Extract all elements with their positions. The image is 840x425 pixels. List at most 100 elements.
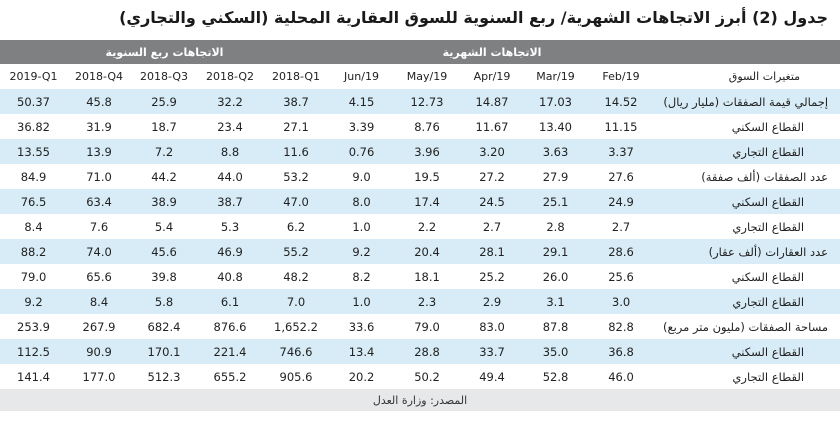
table-cell: 20.4 xyxy=(394,239,460,264)
table-cell: 3.20 xyxy=(460,139,524,164)
table-cell: 25.9 xyxy=(131,89,197,114)
table-cell: 12.73 xyxy=(394,89,460,114)
table-cell: 14.52 xyxy=(587,89,656,114)
table-cell: 26.0 xyxy=(524,264,587,289)
table-cell: 50.37 xyxy=(0,89,67,114)
table-cell: 46.9 xyxy=(197,239,263,264)
table-cell: 177.0 xyxy=(67,364,131,389)
table-cell: 2.9 xyxy=(460,289,524,314)
table-cell: 7.6 xyxy=(67,214,131,239)
table-cell: 2.7 xyxy=(460,214,524,239)
table-cell: 7.2 xyxy=(131,139,197,164)
table-cell: 52.8 xyxy=(524,364,587,389)
table-cell: 35.0 xyxy=(524,339,587,364)
table-cell: 8.8 xyxy=(197,139,263,164)
table-cell: 36.8 xyxy=(587,339,656,364)
table-body: 50.37 45.8 25.9 32.2 38.7 4.15 12.73 14.87 17.03… xyxy=(0,89,840,389)
table-cell: 2.2 xyxy=(394,214,460,239)
row-label: إجمالي قيمة الصفقات (مليار ريال) xyxy=(655,89,840,114)
row-label: عدد العقارات (ألف عقار) xyxy=(655,239,840,264)
table-cell: 33.7 xyxy=(460,339,524,364)
column-header: 2018-Q3 xyxy=(131,64,197,89)
table-cell: 71.0 xyxy=(67,164,131,189)
row-label: القطاع التجاري xyxy=(655,214,840,239)
table-cell: 11.6 xyxy=(263,139,329,164)
table-cell: 27.6 xyxy=(587,164,656,189)
table-cell: 1.0 xyxy=(329,214,394,239)
table-cell: 1.0 xyxy=(329,289,394,314)
table-cell: 28.1 xyxy=(460,239,524,264)
column-header: Feb/19 xyxy=(587,64,656,89)
table-cell: 28.6 xyxy=(587,239,656,264)
table-cell: 8.4 xyxy=(67,289,131,314)
table-cell: 9.0 xyxy=(329,164,394,189)
table-cell: 14.87 xyxy=(460,89,524,114)
table-cell: 28.8 xyxy=(394,339,460,364)
table-cell: 45.6 xyxy=(131,239,197,264)
table-cell: 512.3 xyxy=(131,364,197,389)
table-cell: 23.4 xyxy=(197,114,263,139)
table-cell: 221.4 xyxy=(197,339,263,364)
table-row: 141.4 177.0 512.3 655.2 905.6 20.2 50.2 49.4 52.… xyxy=(0,364,840,389)
source-row: المصدر: وزارة العدل xyxy=(0,389,840,411)
table-cell: 9.2 xyxy=(329,239,394,264)
table-cell: 7.0 xyxy=(263,289,329,314)
table-cell: 18.1 xyxy=(394,264,460,289)
table-cell: 74.0 xyxy=(67,239,131,264)
row-label: مساحة الصفقات (مليون متر مربع) xyxy=(655,314,840,339)
table-cell: 20.2 xyxy=(329,364,394,389)
table-cell: 5.3 xyxy=(197,214,263,239)
table-cell: 17.4 xyxy=(394,189,460,214)
row-label: القطاع السكني xyxy=(655,264,840,289)
table-cell: 44.0 xyxy=(197,164,263,189)
table-cell: 25.2 xyxy=(460,264,524,289)
column-header: Apr/19 xyxy=(460,64,524,89)
table-cell: 3.0 xyxy=(587,289,656,314)
table-cell: 88.2 xyxy=(0,239,67,264)
table-row: 36.82 31.9 18.7 23.4 27.1 3.39 8.76 11.67 13.40 1… xyxy=(0,114,840,139)
market-trends-table: الاتجاهات ربع السنوية الاتجاهات الشهرية … xyxy=(0,40,840,411)
table-cell: 79.0 xyxy=(394,314,460,339)
table-row: 79.0 65.6 39.8 40.8 48.2 8.2 18.1 25.2 26.0 25.6 ا… xyxy=(0,264,840,289)
row-label: القطاع السكني xyxy=(655,189,840,214)
table-cell: 2.3 xyxy=(394,289,460,314)
table-cell: 8.0 xyxy=(329,189,394,214)
table-cell: 31.9 xyxy=(67,114,131,139)
table-cell: 13.40 xyxy=(524,114,587,139)
table-cell: 3.37 xyxy=(587,139,656,164)
label-column-header: متغيرات السوق xyxy=(655,64,840,89)
table-cell: 3.39 xyxy=(329,114,394,139)
table-cell: 1,652.2 xyxy=(263,314,329,339)
table-cell: 8.76 xyxy=(394,114,460,139)
table-cell: 76.5 xyxy=(0,189,67,214)
column-header: Jun/19 xyxy=(329,64,394,89)
table-cell: 65.6 xyxy=(67,264,131,289)
table-cell: 0.76 xyxy=(329,139,394,164)
table-cell: 8.2 xyxy=(329,264,394,289)
column-header: 2019-Q1 xyxy=(0,64,67,89)
table-cell: 36.82 xyxy=(0,114,67,139)
table-cell: 38.7 xyxy=(263,89,329,114)
row-label: عدد الصفقات (ألف صفقة) xyxy=(655,164,840,189)
table-cell: 38.7 xyxy=(197,189,263,214)
table-row: 84.9 71.0 44.2 44.0 53.2 9.0 19.5 27.2 27.9 27.6 ع… xyxy=(0,164,840,189)
column-header: Mar/19 xyxy=(524,64,587,89)
table-cell: 63.4 xyxy=(67,189,131,214)
table-cell: 11.67 xyxy=(460,114,524,139)
table-row: 253.9 267.9 682.4 876.6 1,652.2 33.6 79.0 83.0 8… xyxy=(0,314,840,339)
table-cell: 82.8 xyxy=(587,314,656,339)
table-cell: 87.8 xyxy=(524,314,587,339)
table-cell: 27.2 xyxy=(460,164,524,189)
table-cell: 84.9 xyxy=(0,164,67,189)
group-header-row: الاتجاهات ربع السنوية الاتجاهات الشهرية xyxy=(0,40,840,64)
table-cell: 53.2 xyxy=(263,164,329,189)
table-cell: 25.1 xyxy=(524,189,587,214)
table-row: 13.55 13.9 7.2 8.8 11.6 0.76 3.96 3.20 3.63 3.37 ا… xyxy=(0,139,840,164)
table-cell: 24.9 xyxy=(587,189,656,214)
row-label: القطاع السكني xyxy=(655,339,840,364)
column-header: 2018-Q2 xyxy=(197,64,263,89)
source-note: المصدر: وزارة العدل xyxy=(0,389,840,411)
group-header-spacer xyxy=(655,40,840,64)
row-label: القطاع السكني xyxy=(655,114,840,139)
table-cell: 6.1 xyxy=(197,289,263,314)
